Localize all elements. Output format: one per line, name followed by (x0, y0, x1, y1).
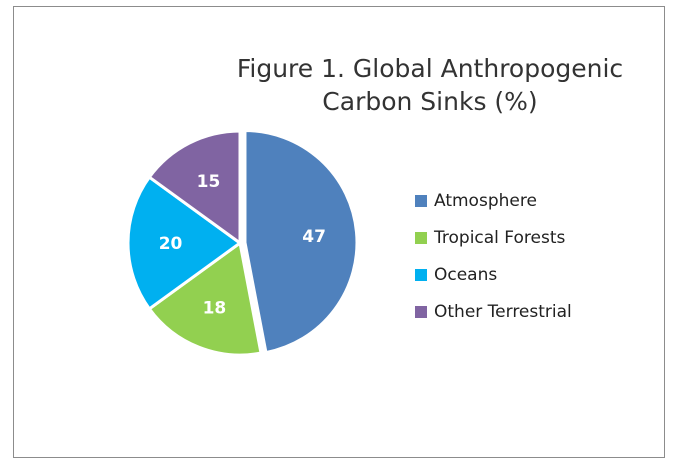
pie-slice-tropical-forests (147, 240, 263, 357)
legend-swatch (415, 231, 427, 244)
pie-slice-atmosphere (243, 129, 359, 355)
legend-label: Tropical Forests (434, 227, 566, 248)
legend-label: Oceans (434, 264, 498, 285)
legend-swatch (415, 268, 427, 281)
data-label-atmosphere: 47 (302, 227, 326, 247)
legend-item-other-terrestrial: Other Terrestrial (415, 293, 572, 330)
pie-slice-oceans (126, 175, 243, 311)
legend-label: Other Terrestrial (434, 301, 572, 322)
legend-label: Atmosphere (434, 190, 537, 211)
chart-title-line-1: Figure 1. Global Anthropogenic (236, 54, 624, 83)
pie-slice-other-terrestrial (147, 129, 242, 246)
data-label-oceans: 20 (159, 234, 183, 254)
legend-item-tropical-forests: Tropical Forests (415, 219, 572, 256)
legend-item-atmosphere: Atmosphere (415, 182, 572, 219)
data-label-other-terrestrial: 15 (197, 172, 221, 192)
legend-item-oceans: Oceans (415, 256, 572, 293)
legend-swatch (415, 305, 427, 318)
chart-title-line-2: Carbon Sinks (%) (322, 87, 538, 116)
data-label-tropical-forests: 18 (203, 299, 227, 319)
legend-swatch (415, 194, 427, 207)
chart-legend: Atmosphere Tropical Forests Oceans Other Te… (415, 182, 572, 330)
chart-title: Figure 1. Global Anthropogenic Carbon Si… (220, 52, 640, 118)
